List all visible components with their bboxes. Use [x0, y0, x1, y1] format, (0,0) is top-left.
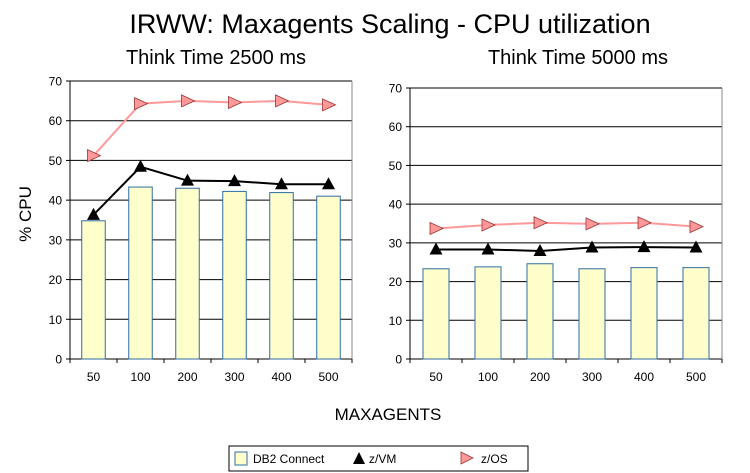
x-axis-label: MAXAGENTS	[335, 405, 442, 424]
y-tick-label: 0	[395, 353, 402, 367]
marker-zvm	[87, 207, 100, 220]
marker-zos	[689, 219, 704, 234]
y-tick-label: 40	[49, 194, 63, 208]
marker-zvm	[689, 240, 703, 253]
chart-panel-think-5000: Think Time 5000 ms 0 10 20 30 40 50 60 70 50 100 20…	[389, 47, 723, 384]
x-tick-label: 500	[686, 370, 706, 384]
marker-zvm	[429, 242, 443, 255]
x-tick-label: 300	[582, 370, 602, 384]
bar-db2-connect	[474, 266, 502, 360]
marker-zos	[275, 94, 290, 108]
marker-zos	[533, 216, 548, 230]
bar-db2-connect	[682, 267, 710, 360]
marker-zvm	[637, 240, 651, 253]
line-zos	[435, 221, 697, 230]
y-tick-label: 40	[389, 198, 403, 212]
bar-db2-connect	[222, 190, 247, 360]
line-zvm	[92, 165, 329, 216]
bar-db2-connect	[630, 267, 658, 360]
bar-db2-connect	[175, 187, 200, 360]
y-tick-label: 0	[55, 353, 62, 367]
y-tick-label: 60	[389, 120, 403, 134]
x-tick-label: 400	[634, 370, 654, 384]
y-tick-label: 60	[49, 114, 63, 128]
panel-subtitle: Think Time 2500 ms	[126, 47, 306, 69]
legend-marker-zvm	[353, 452, 365, 464]
marker-zvm	[134, 159, 147, 172]
x-tick-label: 200	[530, 370, 550, 384]
legend-label-zos: z/OS	[481, 452, 508, 466]
marker-zos	[481, 218, 496, 232]
x-tick-label: 300	[224, 370, 244, 384]
marker-zvm	[585, 240, 599, 253]
legend-label-zvm: z/VM	[369, 452, 396, 466]
bar-db2-connect	[316, 195, 341, 360]
bar-db2-connect	[128, 186, 153, 360]
legend-label-db2-connect: DB2 Connect	[253, 452, 325, 466]
legend-frame	[228, 445, 529, 472]
marker-zvm	[275, 177, 288, 190]
line-zvm	[436, 246, 697, 252]
bar-db2-connect	[526, 263, 554, 360]
y-tick-label: 50	[389, 159, 403, 173]
bar-db2-connect	[81, 220, 106, 360]
marker-zvm	[533, 243, 547, 256]
marker-zos	[637, 216, 652, 230]
y-tick-label: 10	[389, 314, 403, 328]
x-tick-label: 500	[318, 370, 338, 384]
panel-subtitle: Think Time 5000 ms	[488, 47, 668, 69]
x-tick-label: 50	[87, 370, 101, 384]
marker-zos	[322, 98, 337, 112]
marker-zos	[87, 149, 102, 163]
y-tick-label: 30	[49, 233, 63, 247]
y-tick-label: 30	[389, 236, 403, 250]
marker-zos	[429, 221, 444, 236]
x-tick-label: 50	[429, 370, 443, 384]
y-tick-label: 70	[49, 75, 63, 89]
marker-zvm	[481, 242, 495, 255]
chart-panel-think-2500: Think Time 2500 ms 0 10 20 30 40 50 60 70 50 100 20…	[49, 47, 353, 384]
legend: DB2 Connect z/VM z/OS	[228, 445, 529, 472]
bar-db2-connect	[422, 268, 450, 360]
y-tick-label: 70	[389, 82, 403, 96]
x-tick-label: 200	[177, 370, 197, 384]
marker-zos	[228, 95, 243, 110]
y-tick-label: 20	[389, 275, 403, 289]
x-tick-label: 100	[130, 370, 150, 384]
chart-title: IRWW: Maxagents Scaling - CPU utilizatio…	[129, 9, 650, 39]
marker-zos	[134, 97, 149, 111]
x-tick-label: 100	[478, 370, 498, 384]
marker-zvm	[322, 177, 335, 190]
y-tick-label: 10	[49, 313, 63, 327]
bar-db2-connect	[578, 268, 606, 360]
marker-zvm	[181, 173, 194, 186]
y-axis-label: % CPU	[16, 186, 35, 242]
legend-swatch-db2-connect	[234, 451, 248, 466]
bar-db2-connect	[269, 192, 294, 360]
y-tick-label: 20	[49, 273, 63, 287]
legend-marker-zos	[460, 451, 474, 465]
marker-zos	[585, 217, 600, 231]
line-zos	[92, 99, 329, 157]
marker-zvm	[228, 174, 241, 187]
marker-zos	[181, 94, 196, 108]
y-tick-label: 50	[49, 154, 63, 168]
x-tick-label: 400	[271, 370, 291, 384]
